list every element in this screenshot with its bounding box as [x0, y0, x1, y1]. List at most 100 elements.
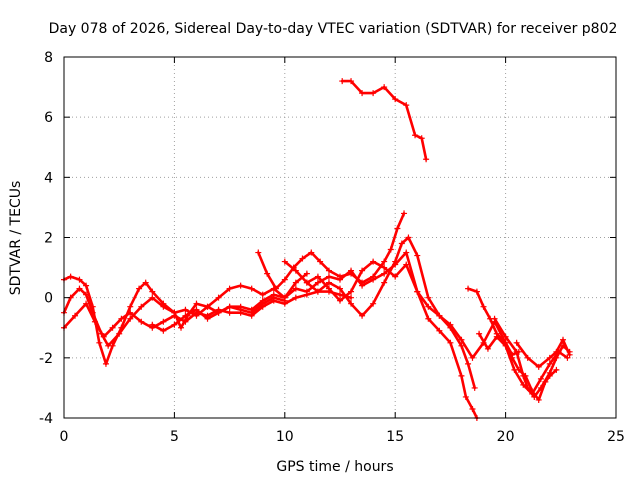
x-axis-label: GPS time / hours: [276, 459, 393, 475]
data-point-plus: [392, 96, 399, 103]
data-point-plus: [303, 270, 310, 277]
series-track-8: [339, 78, 430, 163]
data-point-plus: [237, 303, 244, 310]
data-point-plus: [458, 336, 465, 343]
data-point-plus: [136, 285, 143, 292]
data-point-plus: [537, 384, 544, 391]
data-point-plus: [264, 270, 271, 277]
data-point-plus: [425, 315, 432, 322]
data-point-plus: [149, 294, 156, 301]
data-point-plus: [414, 288, 421, 295]
data-point-plus: [537, 375, 544, 382]
data-point-plus: [524, 384, 531, 391]
data-point-plus: [465, 360, 472, 367]
data-point-plus: [458, 372, 465, 379]
chart-title: Day 078 of 2026, Sidereal Day-to-day VTE…: [49, 21, 618, 37]
data-point-plus: [76, 276, 83, 283]
data-point-plus: [102, 360, 109, 367]
data-point-plus: [405, 234, 412, 241]
data-point-plus: [215, 309, 222, 316]
data-point-plus: [476, 330, 483, 337]
data-point-plus: [325, 267, 332, 274]
data-point-plus: [469, 354, 476, 361]
data-point-plus: [511, 366, 518, 373]
data-point-plus: [178, 324, 185, 331]
data-point-plus: [292, 294, 299, 301]
x-tick-label: 5: [170, 429, 179, 445]
data-point-plus: [469, 405, 476, 412]
y-axis-label: SDTVAR / TECUs: [8, 181, 24, 296]
data-point-plus: [193, 306, 200, 313]
data-point-plus: [381, 279, 388, 286]
data-point-plus: [118, 315, 125, 322]
data-point-plus: [314, 279, 321, 286]
data-point-plus: [89, 303, 96, 310]
data-point-plus: [337, 297, 343, 304]
data-point-plus: [314, 288, 321, 295]
data-point-plus: [303, 288, 310, 295]
data-series: [61, 78, 573, 421]
data-point-plus: [394, 225, 401, 232]
data-point-plus: [381, 264, 388, 271]
data-point-plus: [259, 291, 266, 298]
data-point-plus: [381, 258, 388, 265]
data-point-plus: [96, 339, 103, 346]
data-point-plus: [348, 300, 355, 307]
data-point-plus: [339, 78, 346, 85]
y-tick-label: 2: [44, 231, 53, 247]
data-point-plus: [471, 384, 478, 391]
data-point-plus: [292, 285, 299, 292]
data-point-plus: [308, 249, 315, 256]
data-point-plus: [381, 270, 388, 277]
data-point-plus: [392, 258, 399, 265]
data-point-plus: [149, 288, 156, 295]
data-point-plus: [465, 285, 472, 292]
data-point-plus: [513, 339, 520, 346]
data-point-plus: [98, 330, 105, 337]
data-point-plus: [255, 249, 262, 256]
data-point-plus: [560, 336, 567, 343]
data-point-plus: [370, 273, 377, 280]
x-tick-label: 0: [60, 429, 69, 445]
data-point-plus: [67, 273, 74, 280]
data-point-plus: [381, 84, 388, 91]
data-point-plus: [138, 318, 145, 325]
data-point-plus: [182, 312, 189, 319]
data-point-plus: [403, 102, 410, 109]
data-point-plus: [160, 327, 167, 334]
data-point-plus: [425, 303, 432, 310]
data-point-plus: [348, 288, 355, 295]
data-point-plus: [171, 321, 178, 328]
x-tick-label: 10: [276, 429, 294, 445]
data-point-plus: [204, 303, 211, 310]
data-point-plus: [182, 306, 189, 313]
series-track-3: [61, 270, 310, 367]
data-point-plus: [546, 354, 553, 361]
data-point-plus: [403, 249, 410, 256]
data-point-plus: [226, 285, 233, 292]
x-tick-label: 20: [497, 429, 515, 445]
data-point-plus: [248, 306, 255, 313]
data-point-plus: [127, 315, 134, 322]
data-point-plus: [553, 354, 560, 361]
data-point-plus: [398, 240, 405, 247]
data-point-plus: [72, 312, 79, 319]
data-point-plus: [171, 309, 178, 316]
data-point-plus: [337, 273, 343, 280]
data-point-plus: [531, 393, 538, 400]
series-track-9: [465, 285, 560, 403]
data-point-plus: [149, 321, 156, 328]
data-point-plus: [359, 90, 366, 97]
data-point-plus: [127, 303, 134, 310]
data-point-plus: [414, 252, 421, 259]
data-point-plus: [193, 312, 200, 319]
data-point-plus: [325, 279, 332, 286]
data-point-plus: [292, 267, 299, 274]
data-point-plus: [359, 279, 366, 286]
data-point-plus: [370, 90, 377, 97]
data-point-plus: [425, 294, 432, 301]
series-track-12: [513, 336, 573, 370]
data-point-plus: [272, 285, 279, 292]
data-point-plus: [259, 297, 266, 304]
data-point-plus: [436, 312, 443, 319]
